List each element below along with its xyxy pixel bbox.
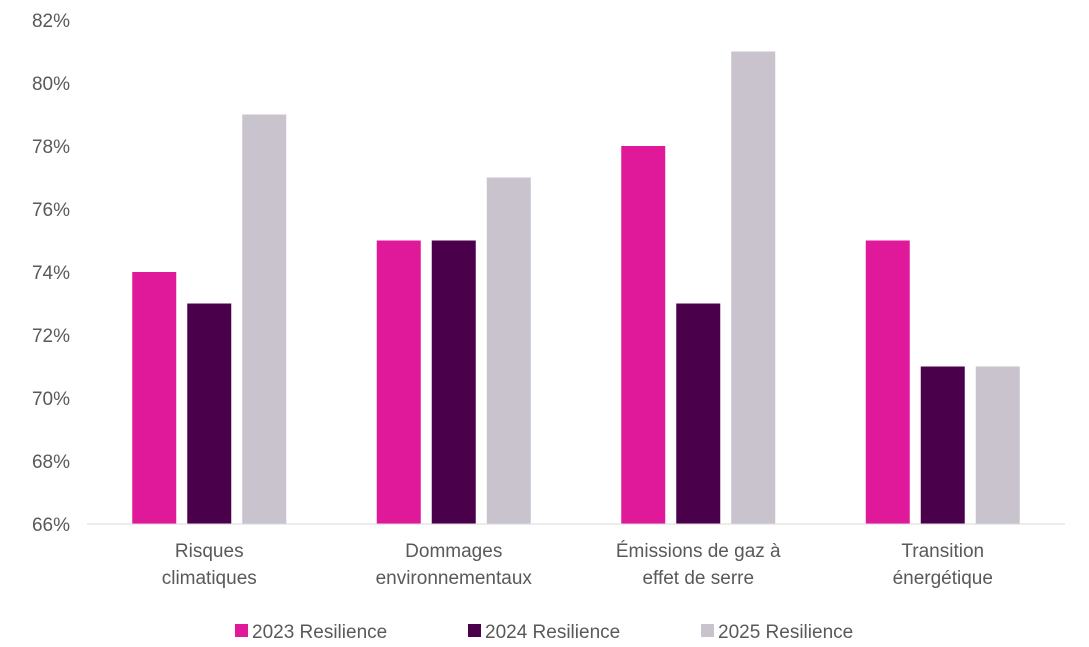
x-tick-label: Émissions de gaz à: [616, 541, 781, 562]
legend-label: 2024 Resilience: [485, 622, 620, 642]
y-tick-label: 68%: [32, 452, 70, 473]
y-tick-label: 70%: [32, 389, 70, 410]
y-tick-label: 78%: [32, 137, 70, 158]
bar-3-1: [242, 114, 287, 524]
y-tick-label: 76%: [32, 200, 70, 221]
bar-2-2: [431, 240, 476, 524]
x-tick-label: Transition: [901, 541, 984, 562]
bar-3-2: [486, 177, 531, 524]
y-axis: 66% 68% 70% 72% 74% 76% 78% 80% 82%: [32, 11, 70, 536]
legend-swatch: [468, 624, 481, 637]
y-tick-label: 72%: [32, 326, 70, 347]
bars: [132, 51, 1020, 524]
bar-2-4: [920, 366, 965, 524]
legend: 2023 Resilience 2024 Resilience 2025 Resil…: [235, 622, 853, 643]
legend-label: 2025 Resilience: [718, 622, 853, 642]
x-tick-label: effet de serre: [642, 568, 754, 589]
bar-3-3: [731, 51, 776, 524]
legend-swatch: [235, 624, 248, 637]
x-axis: Risques climatiques Dommages environnementa…: [162, 541, 993, 589]
y-tick-label: 74%: [32, 263, 70, 284]
bar-1-1: [132, 272, 177, 524]
x-tick-label: climatiques: [162, 568, 257, 589]
x-tick-label: environnementaux: [376, 568, 533, 589]
y-tick-label: 80%: [32, 74, 70, 95]
bar-1-4: [865, 240, 910, 524]
legend-swatch: [701, 624, 714, 637]
x-tick-label: Dommages: [405, 541, 502, 562]
y-tick-label: 82%: [32, 11, 70, 32]
bar-1-3: [621, 146, 666, 524]
bar-3-4: [975, 366, 1020, 524]
legend-label: 2023 Resilience: [252, 622, 387, 642]
x-tick-label: Risques: [175, 541, 244, 562]
bar-2-3: [676, 303, 721, 524]
x-tick-label: énergétique: [893, 568, 993, 589]
bar-2-1: [187, 303, 232, 524]
bar-1-2: [376, 240, 421, 524]
y-tick-label: 66%: [32, 515, 70, 536]
